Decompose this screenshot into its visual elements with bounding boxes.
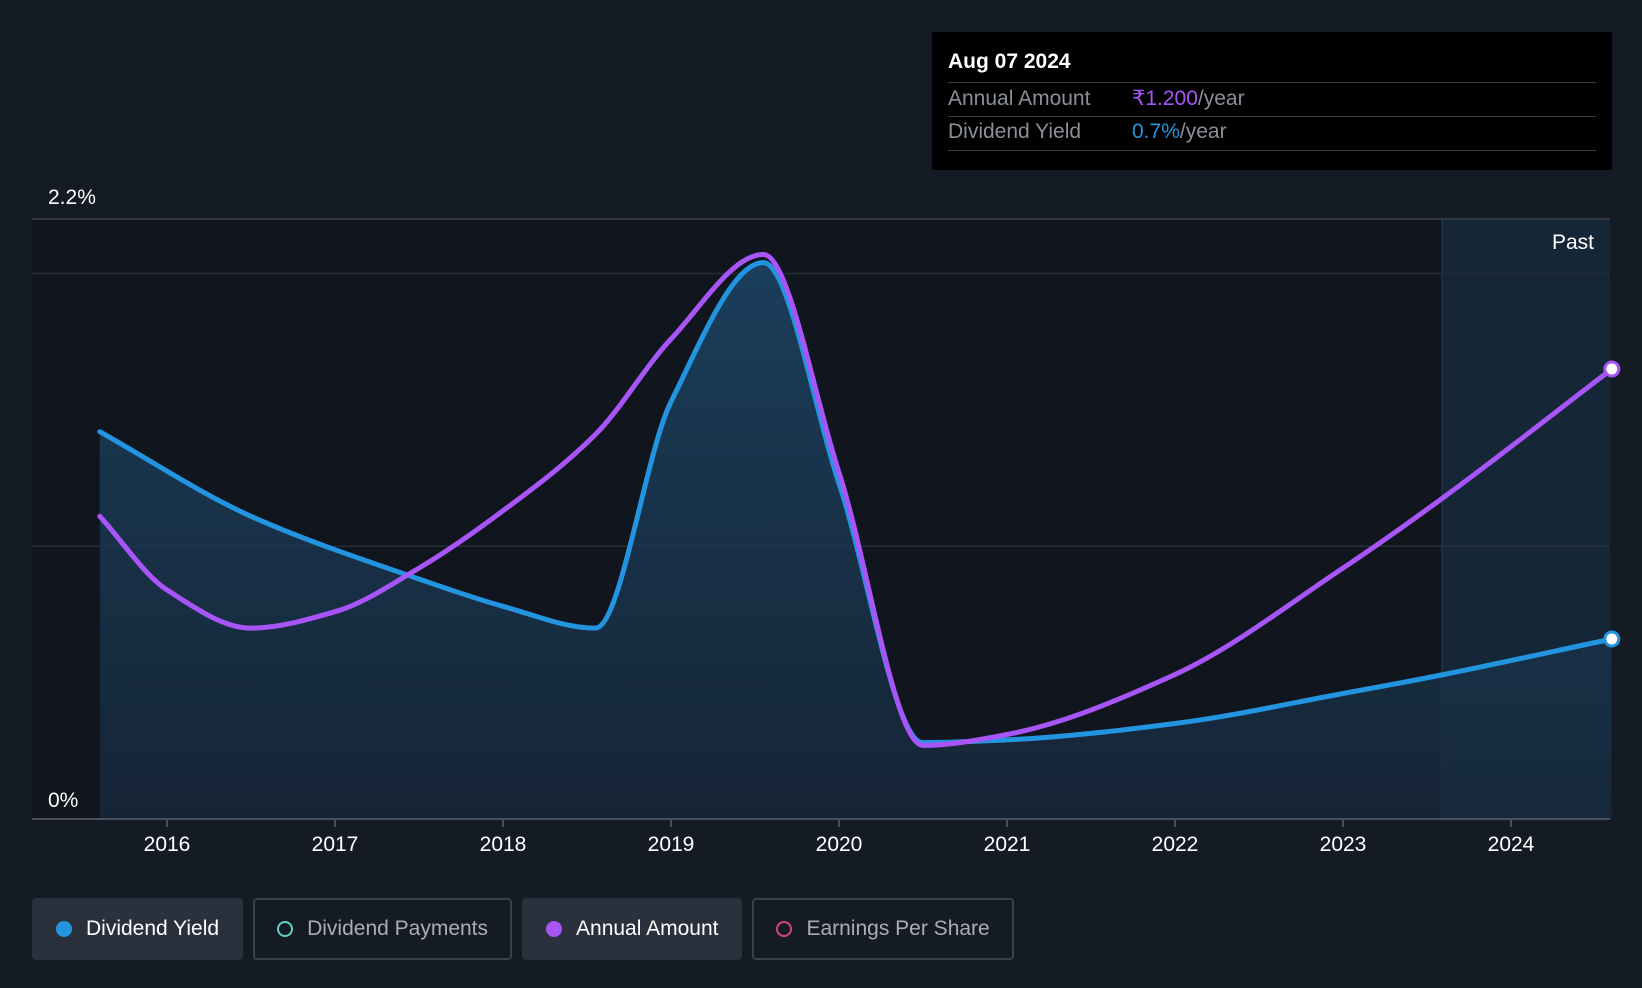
tooltip-value: 0.7% [1132, 120, 1180, 143]
tooltip-label: Dividend Yield [948, 120, 1082, 143]
x-tick-label: 2022 [1152, 833, 1199, 856]
legend-earnings-per-share[interactable]: Earnings Per Share [752, 898, 1014, 960]
past-label: Past [1552, 231, 1594, 254]
tooltip-unit: /year [1179, 120, 1227, 143]
dividend-yield-end-point [1603, 630, 1621, 648]
legend-dividend-yield[interactable]: Dividend Yield [32, 898, 244, 960]
tooltip-date: Aug 07 2024 [948, 50, 1071, 73]
legend-marker-icon [546, 921, 563, 937]
legend-marker-icon [776, 921, 793, 937]
annual-amount-line [97, 252, 1615, 748]
x-tick-label: 2018 [480, 833, 527, 856]
chart-legend: Dividend Yield Dividend Payments Annual … [32, 898, 1014, 960]
legend-annual-amount[interactable]: Annual Amount [522, 898, 743, 960]
x-tick-label: 2023 [1320, 833, 1367, 856]
legend-marker-icon [277, 921, 294, 937]
tooltip-divider [948, 116, 1596, 117]
tooltip-unit: /year [1197, 87, 1245, 110]
legend-label: Dividend Yield [86, 917, 220, 940]
x-tick-label: 2021 [984, 833, 1031, 856]
x-tick-label: 2016 [144, 833, 191, 856]
dividend-yield-area [99, 262, 1612, 820]
legend-label: Annual Amount [576, 917, 719, 940]
x-tick-label: 2017 [312, 833, 359, 856]
tooltip-divider [948, 82, 1596, 83]
legend-label: Earnings Per Share [806, 917, 990, 940]
legend-marker-icon [56, 921, 72, 937]
y-tick-label: 0% [48, 789, 78, 812]
tooltip-value: ₹1.200 [1132, 87, 1198, 110]
legend-dividend-payments[interactable]: Dividend Payments [253, 898, 513, 960]
annual-amount-end-point [1603, 360, 1621, 378]
tooltip-panel: Aug 07 2024 Annual Amount ₹1.200/year Div… [932, 32, 1612, 170]
x-tick-label: 2024 [1488, 833, 1535, 856]
tooltip-label: Annual Amount [948, 87, 1091, 110]
x-tick-label: 2020 [816, 833, 863, 856]
tooltip-divider [948, 150, 1596, 151]
tooltip-row-dividend-yield: Dividend Yield 0.7%/year [948, 120, 1227, 144]
dividend-yield-line [97, 260, 1615, 746]
x-tick-label: 2019 [648, 833, 695, 856]
legend-label: Dividend Payments [307, 917, 489, 940]
y-tick-label: 2.2% [48, 186, 96, 209]
tooltip-row-annual-amount: Annual Amount ₹1.200/year [948, 86, 1245, 111]
